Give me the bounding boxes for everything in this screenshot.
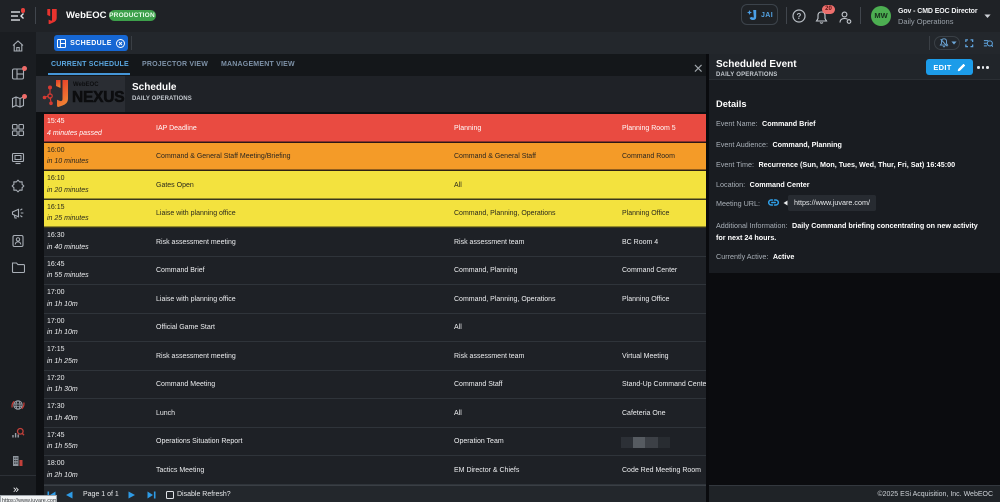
svg-text:?: ?	[797, 12, 802, 21]
